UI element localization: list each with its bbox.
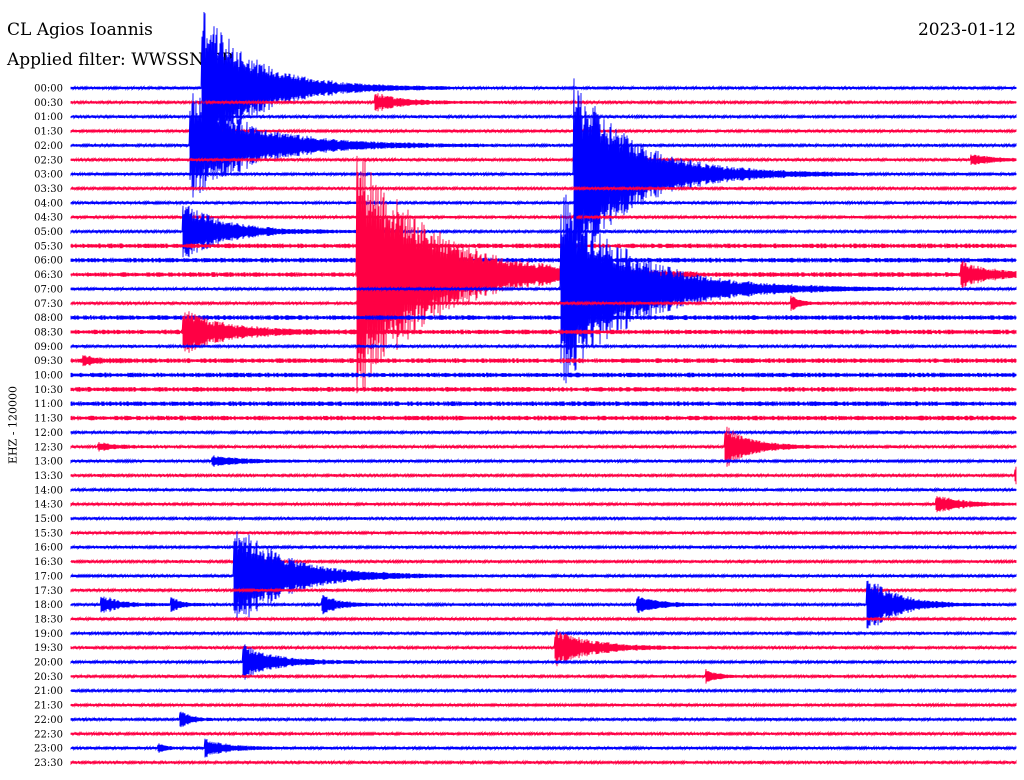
time-tick-label: 15:30 <box>34 528 63 539</box>
time-tick-label: 10:30 <box>34 385 63 396</box>
time-tick-label: 04:30 <box>34 213 63 224</box>
time-tick-label: 01:00 <box>34 112 63 123</box>
time-tick-label: 06:00 <box>34 256 63 267</box>
time-tick-label: 06:30 <box>34 270 63 281</box>
time-tick-label: 05:00 <box>34 227 63 238</box>
time-tick-label: 23:00 <box>34 744 63 755</box>
time-tick-label: 17:30 <box>34 586 63 597</box>
time-tick-label: 07:30 <box>34 299 63 310</box>
time-tick-label: 09:00 <box>34 342 63 353</box>
time-tick-label: 02:00 <box>34 141 63 152</box>
time-tick-label: 12:00 <box>34 428 63 439</box>
time-tick-label: 13:30 <box>34 471 63 482</box>
time-tick-label: 03:00 <box>34 170 63 181</box>
time-tick-label: 07:00 <box>34 284 63 295</box>
trace-row-0830 <box>70 311 1017 353</box>
time-tick-label: 14:30 <box>34 500 63 511</box>
time-tick-label: 16:00 <box>34 543 63 554</box>
time-tick-label: 17:00 <box>34 571 63 582</box>
time-tick-label: 05:30 <box>34 241 63 252</box>
time-tick-label: 04:00 <box>34 198 63 209</box>
time-tick-label: 16:30 <box>34 557 63 568</box>
time-tick-label: 19:00 <box>34 629 63 640</box>
time-tick-label: 09:30 <box>34 356 63 367</box>
time-tick-label: 08:30 <box>34 327 63 338</box>
time-tick-label: 12:30 <box>34 442 63 453</box>
time-tick-label: 11:30 <box>34 414 63 425</box>
time-tick-label: 03:30 <box>34 184 63 195</box>
time-tick-label: 15:00 <box>34 514 63 525</box>
time-tick-label: 23:30 <box>34 758 63 769</box>
date-label: 2023-01-12 <box>917 20 1016 40</box>
filter-label: Applied filter: WWSSN-SP <box>7 50 233 70</box>
time-tick-label: 08:00 <box>34 313 63 324</box>
time-tick-label: 02:30 <box>34 155 63 166</box>
time-tick-label: 20:30 <box>34 672 63 683</box>
time-tick-label: 13:00 <box>34 457 63 468</box>
time-tick-label: 20:00 <box>34 658 63 669</box>
trace-rows <box>70 11 1017 766</box>
time-tick-label: 10:00 <box>34 371 63 382</box>
time-tick-label: 01:30 <box>34 127 63 138</box>
time-tick-label: 11:00 <box>34 399 63 410</box>
station-title: CL Agios Ioannis <box>7 20 153 40</box>
time-tick-label: 21:30 <box>34 701 63 712</box>
time-tick-label: 19:30 <box>34 643 63 654</box>
time-tick-labels: 00:00 00:30 01:00 01:30 02:00 02:30 03:00 03:30… <box>34 84 63 769</box>
time-tick-label: 00:00 <box>34 84 63 95</box>
time-tick-label: 18:30 <box>34 614 63 625</box>
time-tick-label: 00:30 <box>34 98 63 109</box>
time-tick-label: 22:00 <box>34 715 63 726</box>
time-tick-label: 21:00 <box>34 686 63 697</box>
time-tick-label: 14:00 <box>34 485 63 496</box>
time-tick-label: 22:30 <box>34 729 63 740</box>
time-tick-label: 18:00 <box>34 600 63 611</box>
